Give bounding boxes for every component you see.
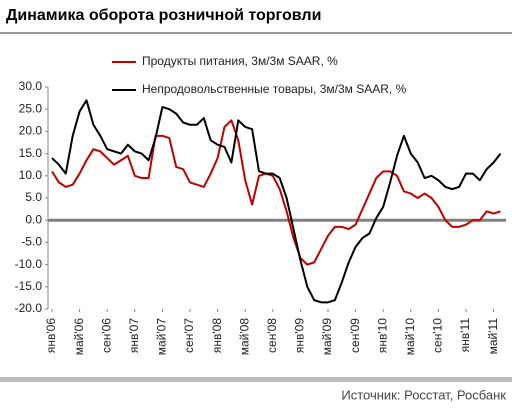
y-tick-label: -10.0 (15, 257, 43, 271)
x-tick-label: янв'07 (127, 318, 141, 353)
source: Источник: Росстат, Росбанк (341, 387, 506, 402)
y-tick-label: 15.0 (19, 146, 43, 160)
footer-rule (0, 377, 512, 382)
y-tick-label: 0.0 (25, 212, 42, 226)
y-tick-label: -20.0 (15, 301, 43, 315)
y-tick-label: 5.0 (25, 190, 42, 204)
legend-label: Продукты питания, 3м/3м SAAR, % (142, 54, 338, 68)
y-tick-label: 25.0 (19, 101, 43, 115)
x-tick-label: сен'08 (265, 318, 279, 353)
x-tick-label: сен'06 (99, 318, 113, 353)
title-rule (0, 32, 512, 34)
series-line (51, 99, 502, 304)
x-tick-label: май'07 (155, 318, 169, 356)
y-tick-label: -5.0 (21, 235, 42, 249)
x-tick-label: май'06 (72, 318, 86, 356)
x-tick-label: май'11 (486, 318, 500, 355)
x-tick-label: сен'07 (182, 318, 196, 353)
y-tick-label: 10.0 (19, 168, 43, 182)
y-tick-label: -15.0 (15, 279, 43, 293)
x-tick-label: янв'06 (44, 318, 58, 353)
x-tick-label: май'10 (403, 318, 417, 356)
x-tick-label: янв'08 (210, 318, 224, 353)
legend-label: Непродовольственные товары, 3м/3м SAAR, … (142, 82, 407, 96)
x-tick-label: сен'10 (431, 318, 445, 353)
x-tick-label: янв'10 (375, 318, 389, 353)
y-tick-label: 20.0 (19, 124, 43, 138)
y-tick-label: 30.0 (19, 79, 43, 93)
x-tick-label: май'09 (320, 318, 334, 356)
x-tick-label: янв'09 (293, 318, 307, 353)
series-line (51, 119, 501, 266)
x-tick-label: янв'11 (458, 318, 472, 353)
chart-title: Динамика оборота розничной торговли (6, 7, 321, 24)
x-tick-label: май'08 (237, 318, 251, 356)
x-tick-label: сен'09 (348, 318, 362, 353)
